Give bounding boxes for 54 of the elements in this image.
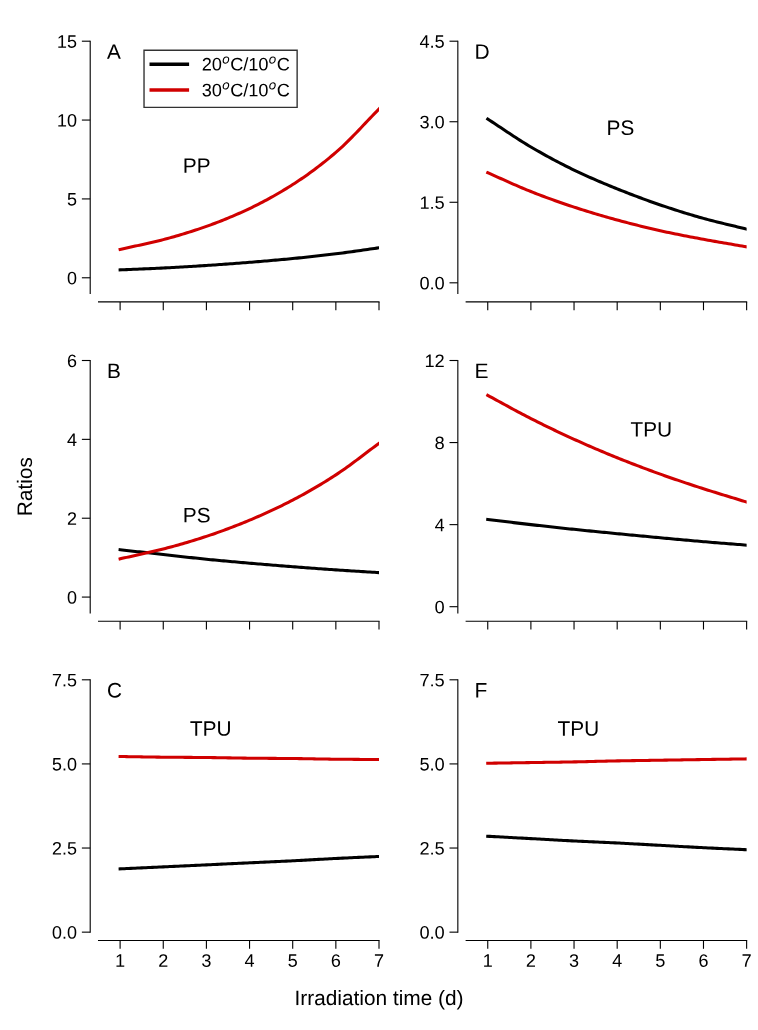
legend-label: 20$^{o}$C/10$^{o}$C (202, 56, 290, 71)
y-tick-label: 2 (67, 512, 77, 525)
annotation: C (108, 682, 122, 698)
x-axis-title: Irradiation time (d) (296, 989, 463, 1010)
y-tick-label: 5.0 (52, 757, 77, 771)
x-tick-label: 2 (526, 954, 536, 967)
y-tick-label: 0 (67, 271, 77, 285)
y-tick-label: 2.5 (420, 841, 444, 855)
x-tick-label: 4 (612, 954, 622, 967)
x-tick-label: 6 (699, 954, 708, 967)
x-tick-label: 6 (331, 954, 341, 967)
annotation: PP (184, 158, 210, 173)
y-tick-label: 15 (58, 35, 77, 48)
y-tick-label: 0 (435, 600, 444, 614)
x-tick-label: 5 (656, 954, 665, 967)
y-tick-label: 6 (67, 354, 77, 368)
annotation: TPU (190, 721, 230, 736)
y-tick-label: 0 (67, 591, 77, 604)
y-tick-label: 7.5 (52, 673, 77, 687)
x-tick-label: 7 (374, 954, 384, 967)
annotation: D (476, 44, 489, 59)
x-tick-label: 3 (202, 954, 211, 967)
annotation: A (107, 44, 121, 59)
legend-label: 30$^{o}$C/10$^{o}$C (202, 82, 290, 97)
y-tick-label: 5 (67, 193, 77, 206)
annotation: B (108, 363, 120, 379)
annotation: F (476, 683, 487, 698)
annotation: TPU (557, 721, 598, 736)
y-tick-label: 2.5 (52, 841, 77, 855)
y-tick-label: 8 (435, 436, 444, 450)
y-tick-label: 1.5 (420, 196, 444, 209)
y-tick-label: 4 (435, 518, 445, 532)
y-axis-title: Ratios (16, 457, 33, 515)
x-tick-label: 4 (244, 954, 255, 967)
y-tick-label: 10 (58, 113, 77, 127)
y-tick-label: 0.0 (52, 926, 77, 939)
annotation: E (476, 363, 488, 379)
y-tick-label: 4.5 (419, 35, 444, 48)
annotation: PS (608, 120, 634, 136)
y-tick-label: 12 (425, 354, 444, 368)
x-tick-label: 2 (159, 954, 168, 967)
x-tick-label: 7 (742, 954, 751, 967)
x-tick-label: 1 (116, 954, 125, 967)
y-tick-label: 0.0 (420, 276, 444, 290)
y-tick-label: 7.5 (420, 673, 444, 687)
x-tick-label: 5 (288, 954, 297, 967)
x-tick-label: 1 (484, 954, 492, 967)
annotation: TPU (630, 422, 671, 437)
y-tick-label: 3.0 (420, 115, 444, 129)
y-tick-label: 4 (67, 433, 77, 446)
x-tick-label: 3 (569, 954, 579, 967)
y-tick-label: 0.0 (420, 926, 444, 939)
y-tick-label: 5.0 (420, 757, 444, 771)
annotation: PS (184, 507, 210, 523)
